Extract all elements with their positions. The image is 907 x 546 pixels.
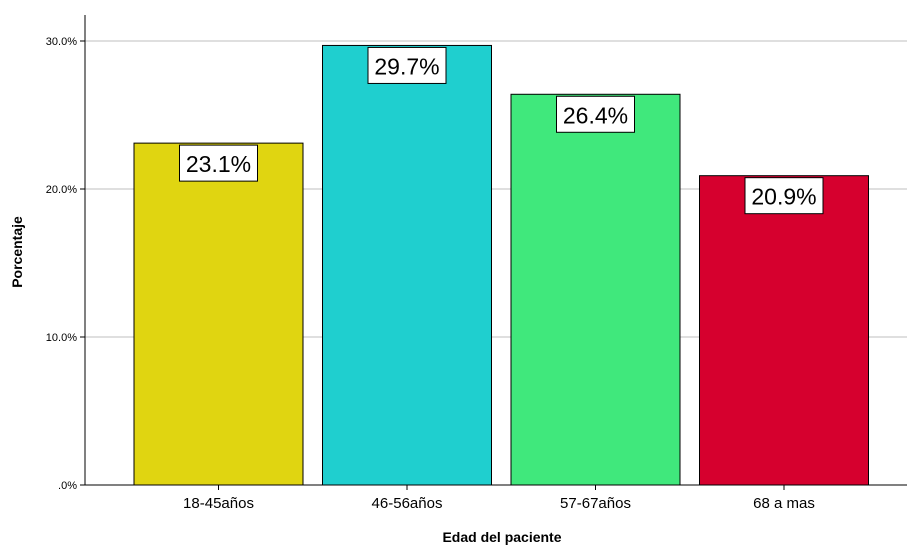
x-tick-label: 68 a mas bbox=[753, 495, 815, 512]
data-label-box bbox=[179, 144, 258, 182]
axes bbox=[84, 15, 907, 486]
x-tick-label: 46-56años bbox=[372, 495, 443, 512]
bar bbox=[133, 142, 304, 486]
bars bbox=[133, 44, 869, 486]
data-label: 26.4% bbox=[563, 102, 628, 128]
data-label-box bbox=[556, 95, 635, 133]
x-axis-title: Edad del paciente bbox=[442, 529, 561, 545]
data-label-box bbox=[367, 46, 447, 84]
data-labels: 23.1% 29.7% 26.4% 20.9% bbox=[179, 46, 824, 215]
data-label: 29.7% bbox=[374, 53, 439, 79]
x-tick-label: 18-45años bbox=[183, 495, 254, 512]
y-tick-labels: .0% 10.0% 20.0% 30.0% bbox=[46, 36, 85, 492]
bar bbox=[322, 44, 492, 486]
data-label: 20.9% bbox=[751, 184, 816, 210]
x-tick-label: 57-67años bbox=[560, 495, 631, 512]
y-axis-title: Porcentaje bbox=[9, 216, 25, 288]
data-label-box bbox=[744, 177, 824, 215]
y-tick-label: 10.0% bbox=[46, 332, 77, 344]
y-tick-label: .0% bbox=[58, 480, 77, 492]
y-tick-label: 20.0% bbox=[46, 184, 77, 196]
data-label: 23.1% bbox=[186, 151, 251, 177]
x-tick-labels: 18-45años 46-56años 57-67años 68 a mas bbox=[183, 485, 815, 512]
bar bbox=[510, 93, 681, 486]
bar bbox=[699, 175, 869, 486]
y-tick-label: 30.0% bbox=[46, 36, 77, 48]
